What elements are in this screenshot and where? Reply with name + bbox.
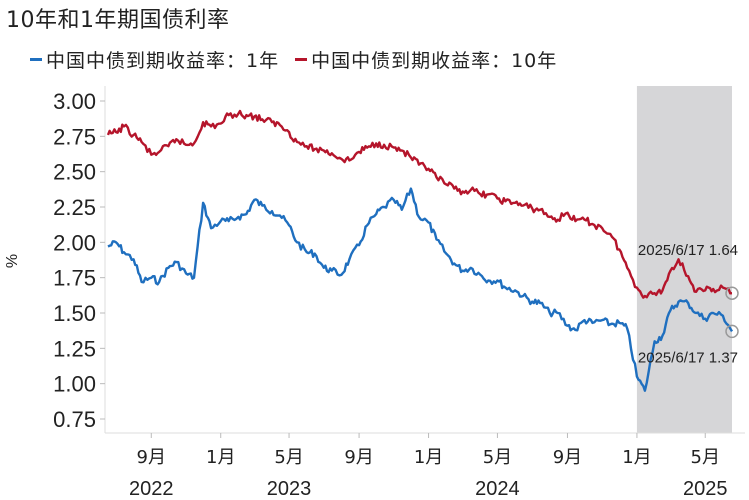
x-year-label: 2023 [267, 478, 312, 500]
x-tick-label: 1月 [622, 447, 651, 468]
y-tick-label: 2.50 [53, 160, 96, 185]
x-tick-label: 5月 [274, 447, 303, 468]
y-tick-label: 2.75 [53, 124, 96, 149]
y-tick-label: 1.50 [53, 301, 96, 326]
x-tick-label: 9月 [344, 447, 373, 468]
y-tick-label: 0.75 [53, 407, 96, 432]
end-value-label: 2025/6/17 1.64 [638, 242, 738, 259]
y-axis-ticks: 3.00 2.75 2.50 2.25 2.00 1.75 1.50 1.25 1.00 0.75 [53, 89, 105, 432]
chart-title: 10年和1年期国债利率 [6, 8, 230, 33]
y-tick-label: 2.25 [53, 195, 96, 220]
x-year-label: 2022 [129, 478, 174, 500]
shaded-region [636, 86, 732, 433]
x-tick-label: 9月 [137, 447, 166, 468]
series-line-10y [106, 109, 733, 299]
chart-legend: 中国中债到期收益率：1年 中国中债到期收益率：10年 [30, 46, 573, 73]
legend-swatch-1y-icon [30, 58, 42, 61]
x-tick-label: 9月 [553, 447, 582, 468]
x-tick-label: 1月 [414, 447, 443, 468]
x-axis-ticks: 9月 2022 1月 5月 2023 9月 1月 5月 2024 9月 1月 5月 2025 [129, 433, 727, 500]
series-line-1y [107, 187, 734, 392]
end-point-marker-icon[interactable] [725, 286, 739, 300]
legend-item-1y[interactable]: 中国中债到期收益率：1年 [30, 46, 279, 73]
y-tick-label: 2.00 [53, 230, 96, 255]
x-year-label: 2025 [683, 478, 728, 500]
y-tick-label: 1.25 [53, 336, 96, 361]
y-tick-label: 3.00 [53, 89, 96, 114]
x-tick-label: 1月 [206, 447, 235, 468]
forecast-shade [636, 86, 732, 433]
series-lines [106, 109, 734, 392]
x-tick-label: 5月 [483, 447, 512, 468]
end-value-label: 2025/6/17 1.37 [638, 349, 738, 366]
legend-swatch-10y-icon [295, 58, 308, 61]
legend-item-10y[interactable]: 中国中债到期收益率：10年 [295, 46, 557, 73]
x-year-label: 2024 [475, 478, 520, 500]
end-point-marker-icon[interactable] [725, 324, 739, 339]
x-tick-label: 5月 [691, 447, 720, 468]
legend-label-1y: 中国中债到期收益率：1年 [46, 50, 280, 72]
axes [104, 86, 745, 434]
y-tick-label: 1.75 [53, 266, 96, 291]
annotations: 2025/6/17 1.64 2025/6/17 1.37 [638, 242, 739, 366]
legend-label-10y: 中国中债到期收益率：10年 [311, 50, 558, 72]
y-tick-label: 1.00 [53, 372, 96, 397]
